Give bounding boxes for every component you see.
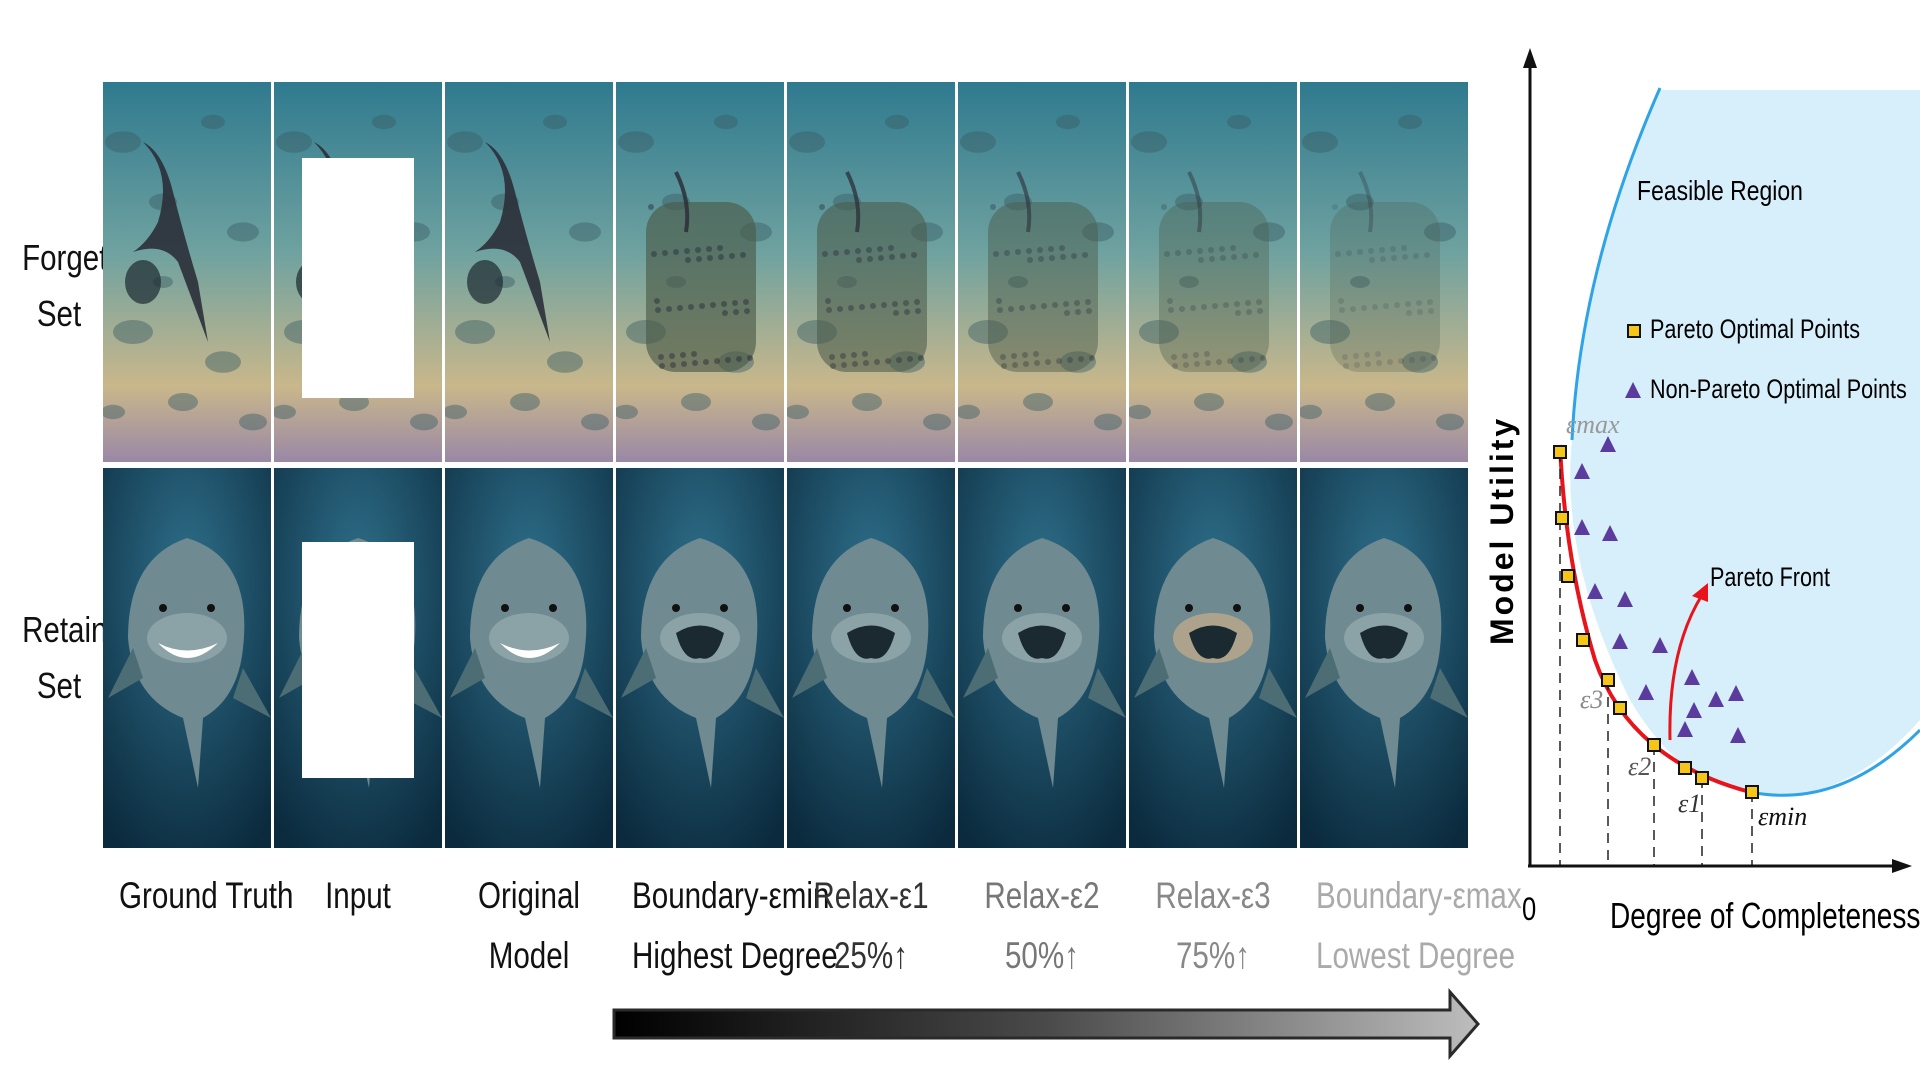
- forget-image-5: [787, 82, 955, 462]
- non-pareto-point-5: [1587, 583, 1603, 599]
- pareto-point-9: [1695, 771, 1709, 785]
- feasible-boundary: [1570, 87, 1662, 441]
- column-label-line1: Relax-ε2: [984, 875, 1100, 916]
- column-label-4: Boundary-εmin Highest Degree: [632, 866, 838, 986]
- column-label-line1: Original: [478, 875, 580, 916]
- pareto-front-arrowhead: [1692, 583, 1708, 602]
- pareto-front-label: Pareto Front: [1710, 563, 1830, 593]
- column-label-line1: Relax-ε3: [1155, 875, 1271, 916]
- pareto-plot: Feasible Region Pareto Optimal Points No…: [1484, 48, 1920, 936]
- forget-image-7: [1129, 82, 1297, 462]
- pareto-point-6: [1613, 701, 1627, 715]
- pareto-point-10: [1745, 785, 1759, 799]
- column-label-line1: Input: [325, 875, 391, 916]
- pareto-point-7: [1647, 738, 1661, 752]
- retain-image-8: [1300, 468, 1468, 848]
- column-label-line1: Boundary-εmax: [1316, 875, 1522, 916]
- degree-gradient-arrow: [612, 988, 1480, 1060]
- y-axis-label: Model Utility: [1484, 416, 1520, 645]
- pareto-point-8: [1678, 761, 1692, 775]
- retain-image-5: [787, 468, 955, 848]
- row-label-retain-line1: Retain: [22, 609, 108, 650]
- column-label-line1: Boundary-εmin: [632, 875, 830, 916]
- non-pareto-point-7: [1612, 633, 1628, 649]
- non-pareto-point-4: [1602, 525, 1618, 541]
- retain-image-1: [103, 468, 271, 848]
- pareto-point-5: [1601, 673, 1615, 687]
- non-pareto-point-1: [1574, 463, 1590, 479]
- column-label-8: Boundary-εmax Lowest Degree: [1316, 866, 1522, 986]
- column-label-5: Relax-ε1 25%↑: [803, 866, 939, 986]
- row-label-retain: Retain Set: [22, 602, 107, 714]
- column-label-7: Relax-ε3 75%↑: [1145, 866, 1281, 986]
- column-label-1: Ground Truth: [119, 866, 294, 926]
- x-axis-label: Degree of Completeness: [1610, 896, 1920, 936]
- legend-pareto-label: Pareto Optimal Points: [1650, 315, 1860, 345]
- non-pareto-point-13: [1728, 685, 1744, 701]
- pareto-point-2: [1555, 511, 1569, 525]
- region-label: Feasible Region: [1637, 176, 1803, 207]
- column-label-line1: Ground Truth: [119, 875, 294, 916]
- non-pareto-point-11: [1686, 702, 1702, 718]
- feasible-region: [1570, 90, 1920, 795]
- row-label-forget: Forget Set: [22, 230, 107, 342]
- non-pareto-point-10: [1684, 669, 1700, 685]
- forget-image-1: [103, 82, 271, 462]
- column-label-line2: 25%↑: [833, 935, 909, 976]
- eps-max-label: εmax: [1566, 410, 1620, 439]
- legend-nonpareto-label: Non-Pareto Optimal Points: [1650, 375, 1907, 405]
- non-pareto-point-3: [1574, 519, 1590, 535]
- forget-image-8: [1300, 82, 1468, 462]
- x-axis-arrowhead: [1892, 859, 1912, 873]
- legend-triangle-icon: [1625, 382, 1641, 398]
- non-pareto-point-14: [1677, 721, 1693, 737]
- column-label-line2: 75%↑: [1175, 935, 1251, 976]
- pareto-point-1: [1553, 445, 1567, 459]
- retain-image-3: [445, 468, 613, 848]
- column-label-6: Relax-ε2 50%↑: [974, 866, 1110, 986]
- inpainting-mask: [302, 158, 414, 398]
- retain-image-7: [1129, 468, 1297, 848]
- column-label-line2: 50%↑: [1004, 935, 1080, 976]
- eps-min-label: εmin: [1758, 802, 1807, 831]
- column-label-line2: Highest Degree: [632, 935, 838, 976]
- eps-1-label: ε1: [1678, 789, 1701, 818]
- forget-image-6: [958, 82, 1126, 462]
- pareto-point-3: [1561, 569, 1575, 583]
- column-label-3: Original Model: [461, 866, 597, 986]
- legend-square-icon: [1627, 324, 1641, 338]
- non-pareto-point-8: [1652, 637, 1668, 653]
- row-label-forget-line2: Set: [36, 293, 82, 334]
- forget-image-2: [274, 82, 442, 462]
- eps-3-label: ε3: [1580, 685, 1603, 714]
- feasible-boundary-bottom: [1749, 728, 1920, 797]
- y-axis-arrowhead: [1523, 48, 1537, 68]
- origin-label: 0: [1522, 892, 1536, 927]
- column-label-line2: Model: [488, 935, 570, 976]
- pareto-front-arrow: [1668, 594, 1704, 741]
- forget-image-4: [616, 82, 784, 462]
- row-label-forget-line1: Forget: [22, 237, 108, 278]
- non-pareto-point-9: [1638, 684, 1654, 700]
- inpainting-mask: [302, 542, 414, 778]
- column-label-line1: Relax-ε1: [813, 875, 929, 916]
- forget-image-3: [445, 82, 613, 462]
- non-pareto-point-6: [1617, 591, 1633, 607]
- column-label-line2: Lowest Degree: [1316, 935, 1516, 976]
- column-label-2: Input: [290, 866, 426, 926]
- retain-image-6: [958, 468, 1126, 848]
- eps-2-label: ε2: [1628, 752, 1651, 781]
- non-pareto-point-12: [1708, 691, 1724, 707]
- pareto-point-4: [1576, 633, 1590, 647]
- retain-image-2: [274, 468, 442, 848]
- non-pareto-point-15: [1730, 727, 1746, 743]
- retain-image-4: [616, 468, 784, 848]
- row-label-retain-line2: Set: [36, 665, 82, 706]
- non-pareto-point-2: [1600, 436, 1616, 452]
